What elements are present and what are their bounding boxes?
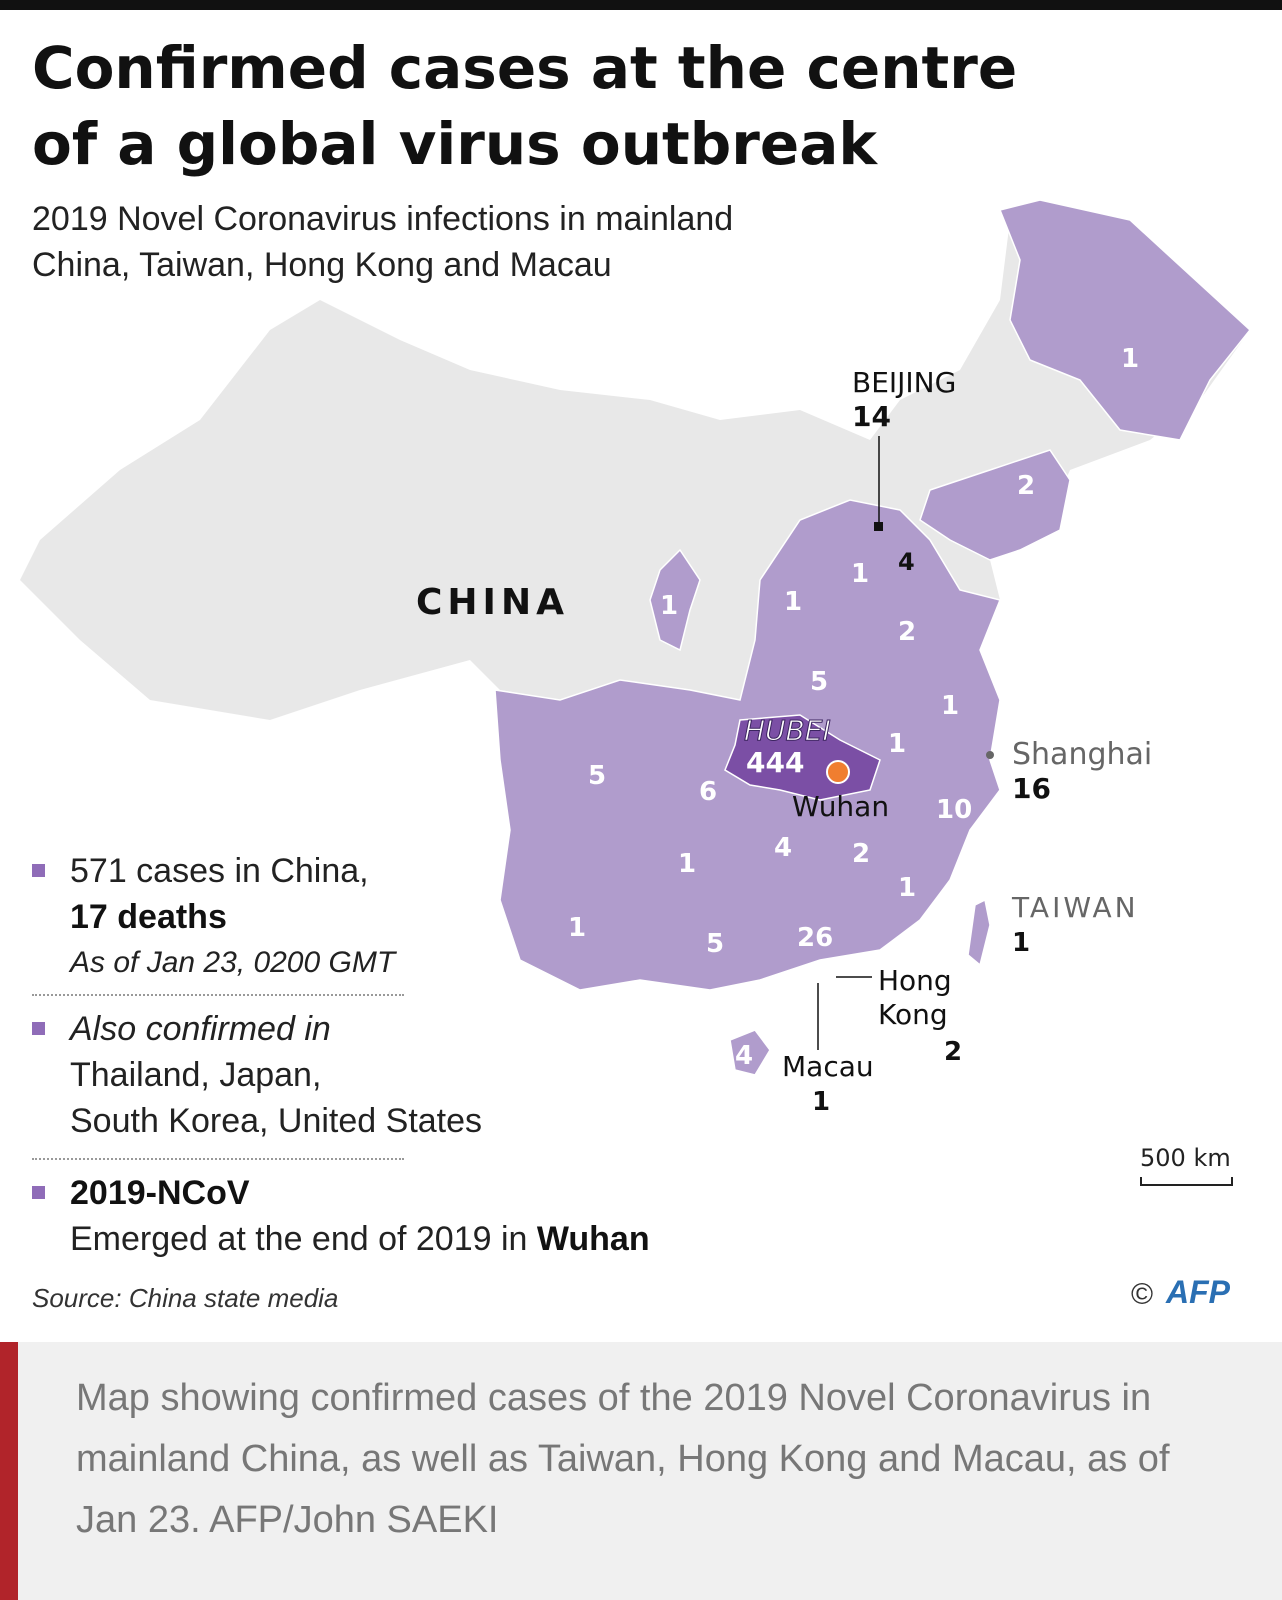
macau-cases: 1 (812, 1087, 830, 1117)
count-liaoning: 2 (1017, 471, 1035, 501)
ncov-origin-place: Wuhan (536, 1220, 650, 1258)
taiwan-name: TAIWAN (1011, 891, 1139, 924)
page-title: Confirmed cases at the centre of a globa… (32, 30, 1032, 182)
title-line-1: Confirmed cases at the centre (32, 34, 1018, 102)
wuhan-name: Wuhan (792, 790, 889, 823)
shanghai-name: Shanghai (1012, 737, 1152, 772)
caption-box: Map showing confirmed cases of the 2019 … (0, 1342, 1282, 1600)
ncov-name: 2019-NCoV (70, 1174, 250, 1212)
count-jiangxi: 2 (852, 839, 870, 869)
beijing-cases: 14 (852, 400, 891, 433)
cases-count: 571 cases in China, (70, 852, 369, 890)
count-guangxi: 5 (706, 929, 724, 959)
top-rule (0, 0, 1282, 10)
count-yunnan: 1 (568, 913, 586, 943)
country-label: CHINA (416, 582, 569, 623)
count-anhui: 1 (888, 729, 906, 759)
count-chongqing: 6 (699, 777, 717, 807)
shanghai-cases: 16 (1012, 772, 1051, 805)
title-line-2: of a global virus outbreak (32, 110, 877, 178)
count-ningxia: 1 (660, 591, 678, 621)
taiwan-region (967, 898, 991, 967)
heilongjiang-region (998, 199, 1252, 441)
beijing-name: BEIJING (852, 366, 956, 399)
legend-also-text: Also confirmed in Thailand, Japan, South… (70, 1006, 770, 1144)
count-hainan: 4 (735, 1041, 753, 1071)
copyright-icon: © (1131, 1278, 1154, 1311)
hainan-region (729, 1029, 771, 1076)
taiwan-cases: 1 (1012, 928, 1030, 958)
legend-cases-text: 571 cases in China, 17 deaths As of Jan … (70, 848, 770, 986)
count-shandong: 2 (898, 617, 916, 647)
count-fujian: 1 (898, 873, 916, 903)
hongkong-name-1: Hong (878, 964, 952, 997)
ningxia-region (649, 548, 701, 652)
northeast-region (919, 449, 1071, 561)
also-confirmed-countries-1: Thailand, Japan, (70, 1056, 322, 1094)
ncov-origin-text: Emerged at the end of 2019 in (70, 1220, 537, 1258)
scale-bar (1140, 1177, 1233, 1186)
legend-divider (32, 994, 404, 996)
scale-label: 500 km (1140, 1144, 1231, 1172)
as-of-date: As of Jan 23, 0200 GMT (70, 946, 396, 979)
tianjin-cases: 4 (898, 548, 915, 576)
hongkong-cases: 2 (944, 1037, 962, 1067)
hubei-cases: 444 (746, 746, 804, 779)
also-confirmed-heading: Also confirmed in (70, 1010, 331, 1048)
legend-divider (32, 1158, 404, 1160)
afp-logo: AFP (1166, 1274, 1230, 1310)
count-guizhou: 1 (678, 849, 696, 879)
subtitle-line-1: 2019 Novel Coronavirus infections in mai… (32, 200, 734, 238)
count-henan: 5 (810, 667, 828, 697)
count-hebei: 1 (851, 559, 869, 589)
shanghai-marker (986, 751, 994, 759)
china-map: CHINA BEIJING 14 4 Shanghai 16 HUBEI 444… (20, 199, 1252, 1186)
beijing-marker (874, 522, 883, 531)
count-hunan: 4 (774, 833, 792, 863)
subtitle-line-2: China, Taiwan, Hong Kong and Macau (32, 246, 612, 284)
legend-ncov-text: 2019-NCoV Emerged at the end of 2019 in … (70, 1170, 770, 1262)
deaths-count: 17 deaths (70, 898, 227, 936)
count-zhejiang: 10 (936, 795, 972, 825)
page-subtitle: 2019 Novel Coronavirus infections in mai… (32, 196, 852, 288)
count-jiangsu: 1 (941, 691, 959, 721)
count-heilongjiang: 1 (1121, 344, 1139, 374)
legend-bullet-icon (32, 864, 45, 877)
legend-bullet-icon (32, 1186, 45, 1199)
ncov-origin: Emerged at the end of 2019 in Wuhan (70, 1216, 770, 1262)
legend-bullet-icon (32, 1022, 45, 1035)
count-guangdong: 26 (797, 923, 833, 953)
hongkong-name-2: Kong (878, 998, 948, 1031)
macau-name: Macau (782, 1050, 874, 1083)
caption-accent-bar (0, 1342, 18, 1600)
count-sichuan: 5 (588, 761, 606, 791)
count-shanxi: 1 (784, 587, 802, 617)
image-caption: Map showing confirmed cases of the 2019 … (76, 1377, 1170, 1541)
hubei-name: HUBEI (744, 714, 831, 747)
source-note: Source: China state media (32, 1283, 339, 1313)
also-confirmed-countries-2: South Korea, United States (70, 1102, 483, 1140)
wuhan-marker (826, 760, 850, 784)
